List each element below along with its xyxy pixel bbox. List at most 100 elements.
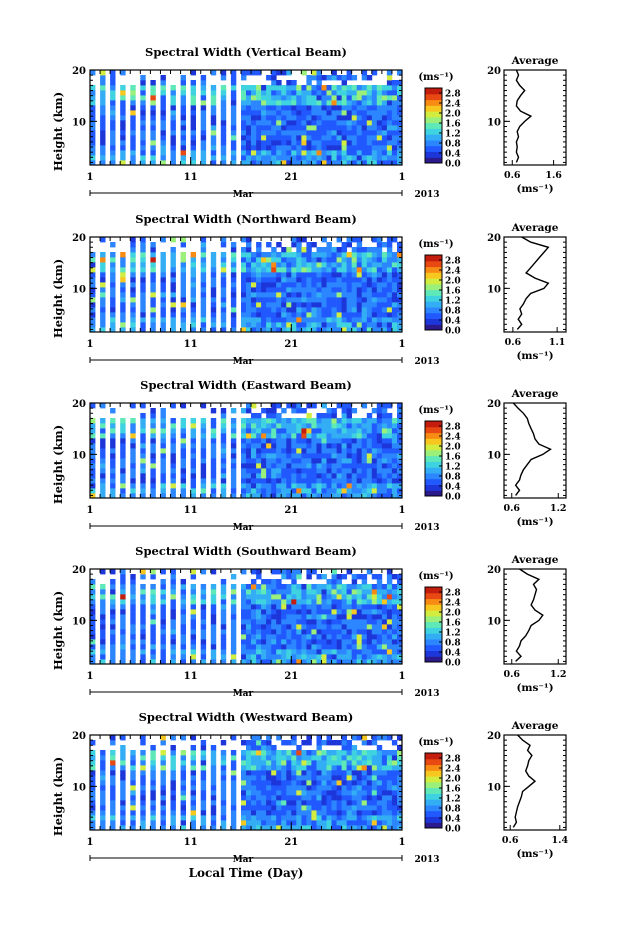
heatmap-cell xyxy=(266,468,272,474)
heatmap-cell xyxy=(281,815,287,821)
colorbar-swatch xyxy=(425,656,442,663)
heatmap-cell xyxy=(331,473,337,479)
heatmap-cell xyxy=(266,599,272,605)
heatmap-cell xyxy=(200,150,207,156)
heatmap-cell xyxy=(130,160,136,166)
heatmap-cell xyxy=(391,740,398,746)
heatmap-cell xyxy=(241,418,247,424)
heatmap-cell xyxy=(220,795,227,801)
heatmap-cell xyxy=(230,130,237,136)
heatmap-cell xyxy=(90,634,96,640)
heatmap-cell xyxy=(100,614,106,620)
heatmap-cell xyxy=(190,599,196,605)
heatmap-cell xyxy=(150,574,156,580)
heatmap-cell xyxy=(361,820,368,826)
heatmap-cell xyxy=(326,468,332,474)
heatmap-cell xyxy=(110,125,116,131)
average-title: Average xyxy=(511,388,559,400)
heatmap-cell xyxy=(251,272,257,278)
heatmap-cell xyxy=(271,292,277,298)
heatmap-cell xyxy=(326,488,332,494)
heatmap-cell xyxy=(286,247,292,253)
heatmap-cell xyxy=(261,785,267,791)
heatmap-cell xyxy=(170,654,176,660)
heatmap-cell xyxy=(306,569,312,575)
heatmap-cell xyxy=(140,488,146,494)
heatmap-cell xyxy=(130,322,136,328)
heatmap-cell xyxy=(331,775,337,781)
heatmap-cell xyxy=(220,423,227,429)
heatmap-cell xyxy=(246,115,252,121)
heatmap-cell xyxy=(150,770,156,776)
heatmap-cell xyxy=(220,322,227,328)
heatmap-cell xyxy=(391,780,398,786)
heatmap-cell xyxy=(251,609,257,615)
heatmap-cell xyxy=(271,604,277,610)
heatmap-cell xyxy=(296,795,302,801)
heatmap-cell xyxy=(361,755,368,761)
heatmap-cell xyxy=(266,110,272,116)
heatmap-cell xyxy=(321,312,327,318)
heatmap-cell xyxy=(326,428,332,434)
heatmap-cell xyxy=(266,765,272,771)
heatmap-cell xyxy=(150,569,156,575)
heatmap-cell xyxy=(381,765,388,771)
heatmap-cell xyxy=(356,750,363,756)
heatmap-cell xyxy=(306,478,312,484)
heatmap-cell xyxy=(180,463,186,469)
heatmap-cell xyxy=(321,160,327,166)
heatmap-cell xyxy=(351,785,358,791)
heatmap-cell xyxy=(120,317,126,323)
heatmap-cell xyxy=(256,433,262,439)
heatmap-cell xyxy=(230,649,237,655)
heatmap-cell xyxy=(351,790,358,796)
heatmap-cell xyxy=(120,257,126,263)
heatmap-cell xyxy=(140,297,146,303)
colorbar-tick-label: 1.2 xyxy=(445,297,461,307)
heatmap-cell xyxy=(230,609,237,615)
heatmap-cell xyxy=(301,423,307,429)
heatmap-cell xyxy=(336,448,342,454)
heatmap-cell xyxy=(276,413,282,419)
heatmap-cell xyxy=(371,604,378,610)
heatmap-cell xyxy=(336,453,342,459)
heatmap-cell xyxy=(246,624,252,630)
heatmap-cell xyxy=(361,760,368,766)
heatmap-cell xyxy=(140,433,146,439)
heatmap-cell xyxy=(220,453,227,459)
heatmap-cell xyxy=(301,493,307,499)
heatmap-cell xyxy=(190,785,196,791)
heatmap-cell xyxy=(311,483,317,489)
heatmap-cell xyxy=(261,468,267,474)
heatmap-cell xyxy=(110,272,116,278)
heatmap-cell xyxy=(306,584,312,590)
heatmap-cell xyxy=(336,780,342,786)
heatmap-cell xyxy=(200,780,207,786)
heatmap-cell xyxy=(391,644,398,650)
heatmap-cell xyxy=(130,403,136,409)
heatmap-cell xyxy=(230,297,237,303)
heatmap-cell xyxy=(296,317,302,323)
heatmap-cell xyxy=(160,438,166,444)
heatmap-cell xyxy=(140,639,146,645)
heatmap-cell xyxy=(230,307,237,313)
heatmap-cell xyxy=(200,85,207,91)
heatmap-cell xyxy=(336,790,342,796)
heatmap-cell xyxy=(170,745,176,751)
heatmap-cell xyxy=(397,624,403,630)
heatmap-cell xyxy=(371,785,378,791)
heatmap-cell xyxy=(291,297,297,303)
heatmap-cell xyxy=(351,624,358,630)
heatmap-cell xyxy=(356,453,363,459)
heatmap-cell xyxy=(241,755,247,761)
heatmap-cell xyxy=(180,262,186,268)
heatmap-cell xyxy=(271,140,277,146)
heatmap-cell xyxy=(180,790,186,796)
heatmap-cell xyxy=(366,418,373,424)
heatmap-cell xyxy=(100,468,106,474)
heatmap-cell xyxy=(376,327,383,333)
colorbar-title: (ms⁻¹) xyxy=(418,72,453,83)
heatmap-cell xyxy=(261,282,267,288)
heatmap-cell xyxy=(120,815,126,821)
heatmap-cell xyxy=(256,659,262,665)
